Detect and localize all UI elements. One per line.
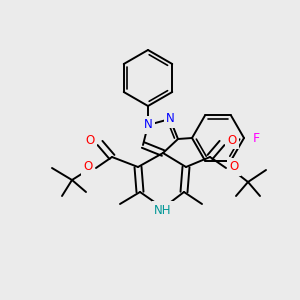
Text: NH: NH [154,203,172,217]
Text: F: F [252,131,260,145]
Text: O: O [230,160,238,173]
Text: O: O [227,134,237,146]
Text: N: N [166,112,174,125]
Text: N: N [144,118,152,131]
Text: O: O [83,160,93,173]
Text: O: O [85,134,94,148]
